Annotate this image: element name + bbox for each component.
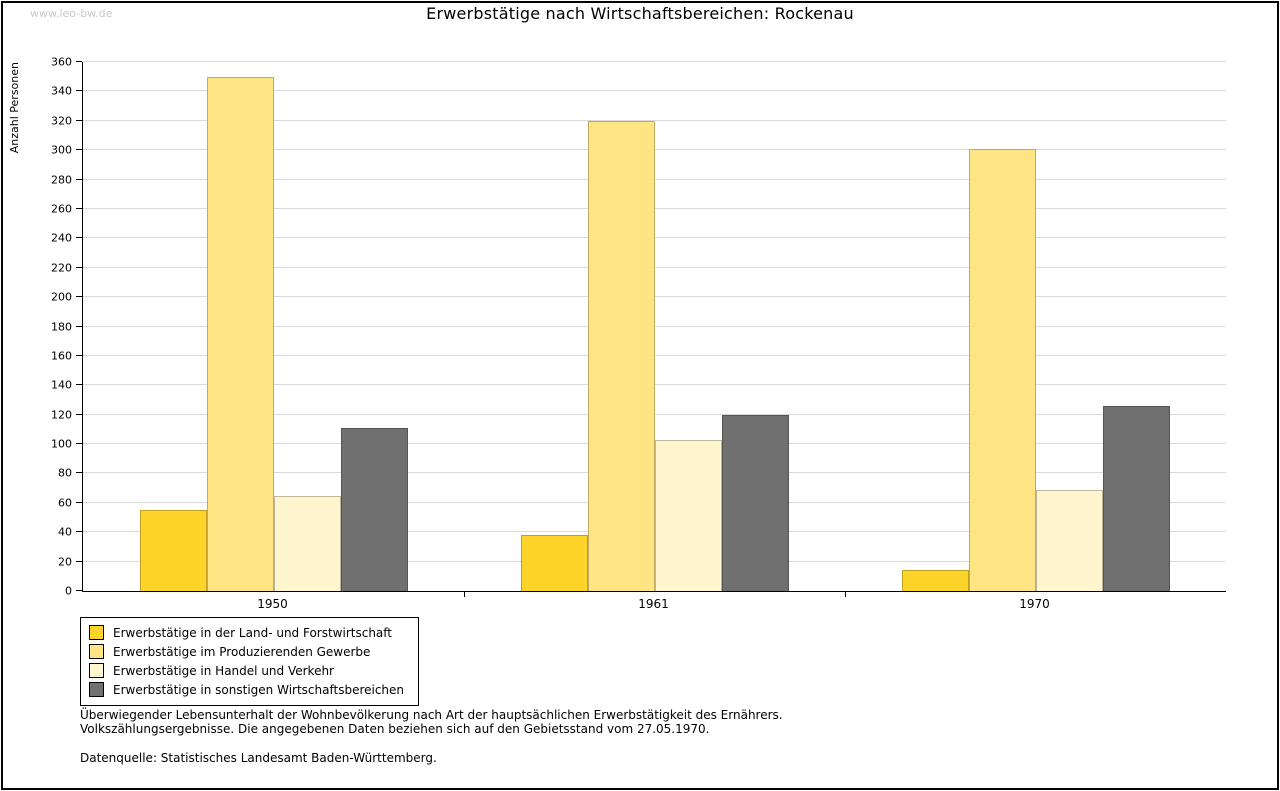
gridline: [83, 237, 1226, 239]
y-tick-label: 200: [51, 290, 72, 304]
gridline: [83, 413, 1226, 415]
y-axis-tick: [76, 443, 82, 445]
x-axis-tick: [845, 592, 846, 597]
y-tick-label: 80: [58, 466, 72, 480]
y-tick-label: 160: [51, 349, 72, 363]
x-axis-tick: [464, 592, 465, 597]
legend-item: Erwerbstätige in Handel und Verkehr: [89, 661, 404, 680]
legend-box: Erwerbstätige in der Land- und Forstwirt…: [80, 617, 420, 706]
legend-label: Erwerbstätige in sonstigen Wirtschaftsbe…: [113, 682, 405, 697]
gridline: [83, 149, 1226, 151]
y-axis-tick: [76, 413, 82, 415]
gridline: [83, 325, 1226, 327]
y-axis-tick: [76, 178, 82, 180]
y-axis-tick: [76, 472, 82, 474]
y-axis-tick: [76, 501, 82, 503]
footnotes: Überwiegender Lebensunterhalt der Wohnbe…: [80, 708, 783, 766]
y-tick-label: 240: [51, 231, 72, 245]
y-axis-tick: [76, 296, 82, 298]
bar: [721, 414, 789, 591]
footnote-line-2: Volkszählungsergebnisse. Die angegebenen…: [80, 721, 710, 736]
y-axis-tick: [76, 237, 82, 239]
bar-groups: [83, 62, 1226, 591]
y-axis-tick: [76, 61, 82, 62]
y-axis-tick: [76, 90, 82, 92]
y-tick-label: 280: [51, 173, 72, 187]
y-axis-tick: [76, 590, 82, 591]
gridline: [83, 119, 1226, 121]
bar: [520, 535, 588, 591]
bar-group-1961: [464, 62, 845, 591]
y-axis-tick: [76, 384, 82, 386]
y-tick-label: 40: [58, 525, 72, 539]
gridline: [83, 90, 1226, 92]
bar-group-1970: [845, 62, 1226, 591]
x-category-label: 1970: [1019, 597, 1050, 611]
y-axis-tick: [76, 266, 82, 268]
y-tick-label: 120: [51, 408, 72, 422]
gridline: [83, 296, 1226, 298]
legend-swatch: [89, 682, 104, 697]
chart-title: Erwerbstätige nach Wirtschaftsbereichen:…: [426, 4, 854, 23]
y-tick-label: 100: [51, 437, 72, 451]
y-axis-label: Anzahl Personen: [8, 62, 21, 154]
bar: [340, 427, 408, 591]
y-tick-label: 0: [65, 584, 72, 598]
legend-label: Erwerbstätige in Handel und Verkehr: [113, 663, 334, 678]
x-category-label: 1950: [257, 597, 288, 611]
y-tick-label: 300: [51, 143, 72, 157]
bar: [273, 495, 341, 591]
legend-item: Erwerbstätige im Produzierenden Gewerbe: [89, 642, 404, 661]
y-tick-label: 320: [51, 114, 72, 128]
gridline: [83, 384, 1226, 386]
gridline: [83, 354, 1226, 356]
bar: [139, 510, 207, 591]
y-axis-tick: [76, 207, 82, 209]
gridline: [83, 266, 1226, 268]
legend-label: Erwerbstätige im Produzierenden Gewerbe: [113, 644, 371, 659]
y-axis-tick: [76, 325, 82, 327]
gridline: [83, 207, 1226, 209]
y-axis-tick: [76, 149, 82, 151]
bar: [1102, 405, 1170, 591]
legend-swatch: [89, 663, 104, 678]
bar: [901, 570, 969, 591]
y-tick-label: 260: [51, 202, 72, 216]
bar: [968, 148, 1036, 591]
legend-label: Erwerbstätige in der Land- und Forstwirt…: [113, 625, 392, 640]
bar-group-1950: [83, 62, 464, 591]
y-tick-label: 60: [58, 496, 72, 510]
y-tick-label: 180: [51, 320, 72, 333]
x-axis-labels: 1950 1961 1970: [82, 597, 1225, 611]
legend-item: Erwerbstätige in sonstigen Wirtschaftsbe…: [89, 680, 404, 699]
y-axis-tick: [76, 119, 82, 121]
bar: [1035, 489, 1103, 591]
watermark: www.leo-bw.de: [30, 7, 113, 20]
y-tick-label: 220: [51, 261, 72, 275]
y-tick-label: 20: [58, 555, 72, 569]
gridline: [83, 178, 1226, 180]
y-axis-tick: [76, 531, 82, 533]
bar: [206, 76, 274, 591]
data-source: Datenquelle: Statistisches Landesamt Bad…: [80, 751, 437, 765]
y-tick-label: 340: [51, 84, 72, 98]
bar: [587, 120, 655, 591]
bar: [654, 439, 722, 591]
y-axis-tick: [76, 354, 82, 356]
legend-item: Erwerbstätige in der Land- und Forstwirt…: [89, 623, 404, 642]
footnote-line-1: Überwiegender Lebensunterhalt der Wohnbe…: [80, 708, 783, 722]
y-tick-label: 140: [51, 378, 72, 392]
y-tick-label: 360: [51, 55, 72, 69]
legend-swatch: [89, 625, 104, 640]
y-axis-tick: [76, 560, 82, 562]
x-category-label: 1961: [638, 597, 669, 611]
gridline: [83, 61, 1226, 62]
legend-swatch: [89, 644, 104, 659]
plot-area: 0 20 40 60 80 100 120 140 160 180 200 220 240 260 280 3…: [51, 57, 1226, 597]
